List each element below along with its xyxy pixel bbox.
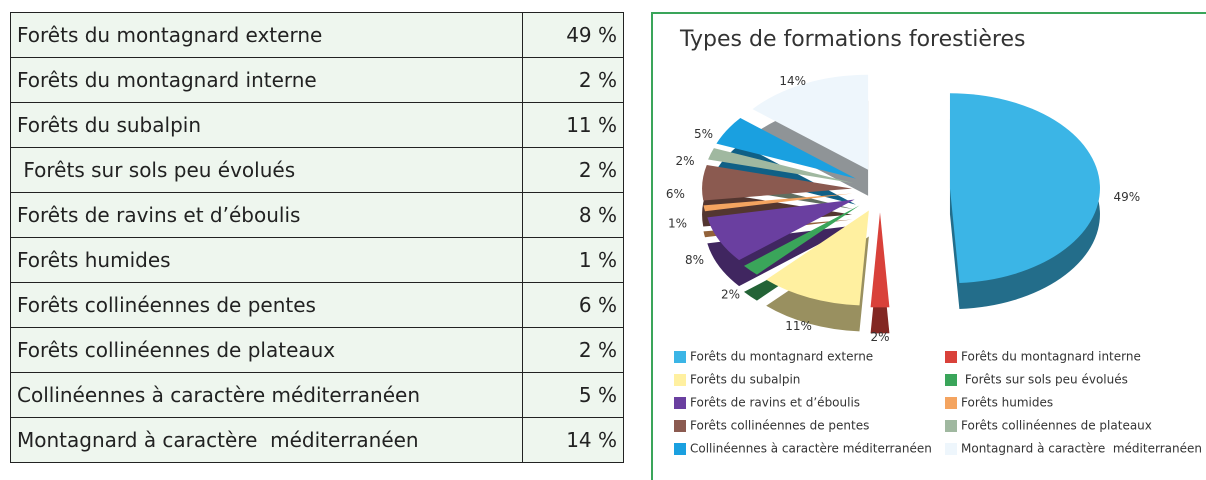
legend-label: Forêts du montagnard externe [690,350,873,364]
slice [702,164,853,201]
cell-label: Forêts sur sols peu évolués [10,147,523,193]
cell-label: Forêts du montagnard interne [10,57,523,103]
cell-value: 2 % [522,147,624,193]
table-row: Forêts du montagnard externe 49 % [10,12,624,58]
data-label: 11% [785,319,812,333]
cell-label: Forêts du montagnard externe [10,12,523,58]
table-row: Forêts sur sols peu évolués 2 % [10,147,624,193]
cell-label: Forêts du subalpin [10,102,523,148]
legend-swatch [945,420,957,432]
legend-label: Forêts du subalpin [690,373,800,387]
data-label: 49% [1114,190,1141,204]
legend-swatch [945,397,957,409]
chart-panel [651,12,1206,480]
slice [752,74,869,170]
table-row: Forêts de ravins et d’éboulis 8 % [10,192,624,238]
table: Forêts du montagnard externe 49 % Forêts d… [10,12,624,463]
cell-value: 5 % [522,372,624,418]
data-label: 6% [666,187,685,201]
slice [870,212,890,308]
data-label: 1% [668,217,687,231]
cell-label: Forêts de ravins et d’éboulis [10,192,523,238]
data-label: 2% [870,330,889,344]
legend-label: Forêts collinéennes de plateaux [961,419,1152,433]
slice [707,199,855,261]
cell-value: 8 % [522,192,624,238]
legend-label: Forêts collinéennes de pentes [690,419,869,433]
table-row: Forêts collinéennes de plateaux 2 % [10,327,624,373]
data-label: 2% [676,154,695,168]
legend-swatch [945,443,957,455]
legend-label: Collinéennes à caractère méditerranéen [690,442,932,456]
legend-swatch [674,443,686,455]
cell-value: 2 % [522,57,624,103]
legend-label: Forêts sur sols peu évolués [961,373,1128,387]
legend-swatch [674,397,686,409]
legend-label: Forêts de ravins et d’éboulis [690,396,860,410]
legend-label: Forêts du montagnard interne [961,350,1141,364]
data-label: 8% [685,253,704,267]
legend-label: Forêts humides [961,396,1053,410]
cell-value: 11 % [522,102,624,148]
cell-value: 6 % [522,282,624,328]
data-label: 2% [721,288,740,302]
cell-value: 49 % [522,12,624,58]
slice [716,118,856,179]
legend-swatch [674,351,686,363]
legend-label: Montagnard à caractère méditerranéen [961,442,1202,456]
slice [708,148,854,184]
table-row: Forêts humides 1 % [10,237,624,283]
slice [949,93,1100,284]
data-label: 14% [779,74,806,88]
slice [744,205,860,275]
slice [766,210,869,306]
cell-label: Forêts collinéennes de plateaux [10,327,523,373]
cell-label: Forêts humides [10,237,523,283]
chart-title: Types de formations forestières [679,27,1025,52]
legend-swatch [945,374,957,386]
cell-value: 14 % [522,417,624,463]
table-row: Montagnard à caractère méditerranéen 14 % [10,417,624,463]
cell-value: 2 % [522,327,624,373]
slice [703,193,853,212]
table-row: Forêts du subalpin 11 % [10,102,624,148]
table-row: Forêts du montagnard interne 2 % [10,57,624,103]
cell-value: 1 % [522,237,624,283]
legend-swatch [945,351,957,363]
legend-swatch [674,420,686,432]
data-label: 5% [694,127,713,141]
legend-swatch [674,374,686,386]
cell-label: Montagnard à caractère méditerranéen [10,417,523,463]
